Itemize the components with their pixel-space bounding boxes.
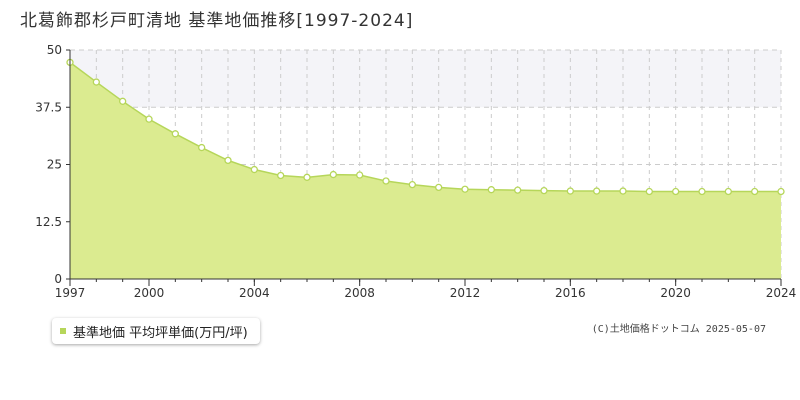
x-tick-label: 2020 <box>660 286 691 300</box>
series-line <box>69 61 781 193</box>
data-point <box>408 180 416 189</box>
y-tick-label: 25 <box>47 158 62 172</box>
data-point <box>224 156 232 165</box>
y-tick-label: 50 <box>47 43 62 57</box>
x-tick-label: 2024 <box>766 286 797 300</box>
x-tick-label: 1997 <box>55 286 86 300</box>
series-layer <box>66 58 785 280</box>
data-point <box>435 183 443 192</box>
axis-layer <box>66 49 782 286</box>
copyright-text: (C)土地価格ドットコム 2025-05-07 <box>591 324 766 335</box>
x-tick-label: 2008 <box>344 286 375 300</box>
data-point <box>171 130 179 138</box>
legend[interactable]: 基準地価 平均坪単価(万円/坪) <box>52 318 260 344</box>
data-point <box>672 187 680 196</box>
data-point <box>119 97 127 105</box>
data-point <box>461 185 469 193</box>
series-area <box>70 62 781 280</box>
x-tick-label: 2000 <box>134 286 165 300</box>
x-tick-label: 2012 <box>450 286 481 300</box>
data-point <box>250 165 258 174</box>
data-point <box>329 170 337 179</box>
data-point <box>593 187 601 195</box>
label-layer: 0 12.5 25 37.5 50 1997 2000 2004 2008 2012 2016 202… <box>35 43 796 300</box>
data-point <box>540 186 548 195</box>
data-point <box>382 177 390 185</box>
x-tick-label: 2004 <box>239 286 270 300</box>
data-point <box>487 186 495 194</box>
x-tick-label: 2016 <box>555 286 586 300</box>
y-tick-label: 0 <box>54 272 62 286</box>
y-tick-label: 12.5 <box>35 215 62 229</box>
band-rect <box>70 50 781 108</box>
legend-marker <box>60 328 66 334</box>
data-point <box>145 115 153 123</box>
chart-title: 北葛飾郡杉戸町清地 基準地価推移[1997-2024] <box>20 11 414 31</box>
data-point <box>514 186 522 194</box>
data-point <box>566 187 574 195</box>
data-point <box>777 187 785 196</box>
data-point <box>277 171 285 180</box>
data-point <box>751 187 759 196</box>
data-point <box>356 171 364 179</box>
data-point <box>303 173 311 181</box>
data-point <box>92 78 100 86</box>
y-tick-label: 37.5 <box>35 100 62 114</box>
data-point <box>619 187 627 195</box>
legend-label: 基準地価 平均坪単価(万円/坪) <box>73 325 248 341</box>
data-point <box>198 143 206 152</box>
data-point <box>724 187 732 196</box>
data-point <box>645 187 653 196</box>
band-layer <box>70 50 781 108</box>
data-point <box>698 187 706 196</box>
